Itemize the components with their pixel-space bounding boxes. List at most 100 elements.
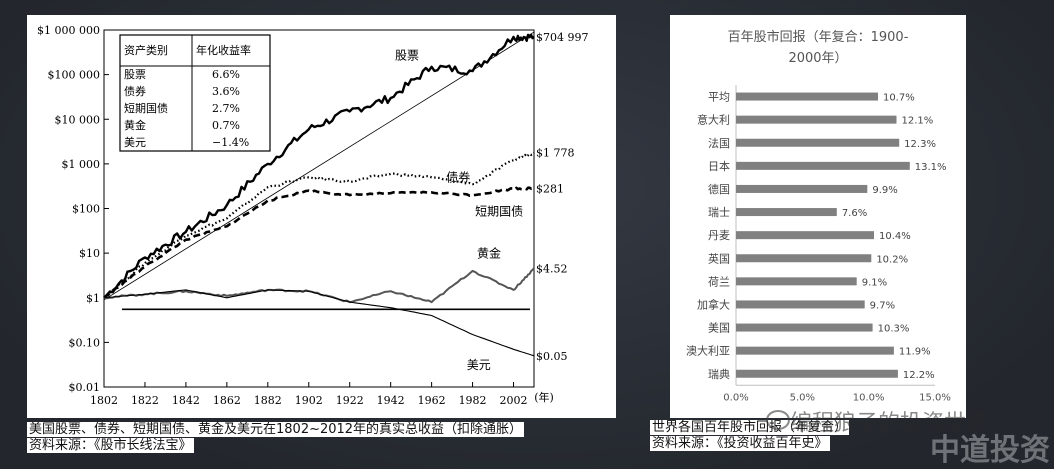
y-tick-label: $100 000 xyxy=(48,69,101,82)
y-tick-label: $100 xyxy=(72,203,100,216)
x-tick-label: 5.0% xyxy=(790,392,815,403)
bar-value-label: 12.1% xyxy=(902,116,934,127)
category-label: 美国 xyxy=(708,322,730,335)
bar xyxy=(736,300,865,309)
chart-title-line2: 2000年） xyxy=(788,51,847,66)
table-header-cell: 资产类别 xyxy=(124,43,168,57)
stocks-series-label: 股票 xyxy=(395,48,419,62)
x-axis-ticks: 1802 1822 1842 1862 1882 1902 1922 1942 1962 1982… xyxy=(90,382,554,407)
dollar-line xyxy=(103,289,535,357)
brand-watermark: 中道投资 xyxy=(930,433,1050,468)
table-header-cell: 年化收益率 xyxy=(196,43,251,57)
category-label: 意大利 xyxy=(697,113,730,127)
right-caption-line1: 世界各国百年股市回报（年复合） xyxy=(650,420,850,435)
category-label: 丹麦 xyxy=(708,229,730,242)
x-tick-label: 1822 xyxy=(131,394,159,407)
bar-value-label: 12.3% xyxy=(904,139,936,150)
dollar-end-value: $0.05 xyxy=(536,350,568,363)
category-label: 加拿大 xyxy=(697,297,730,311)
bar xyxy=(736,138,900,147)
x-tick-label: 2002 xyxy=(500,394,528,407)
wechat-icon xyxy=(766,410,790,430)
bar-value-label: 11.9% xyxy=(899,347,931,358)
x-tick-label: 1862 xyxy=(213,394,241,407)
y-tick-label: $1 000 000 xyxy=(37,24,100,37)
y-tick-label: $1 xyxy=(86,292,100,305)
y-tick-label: $1 000 xyxy=(62,158,101,171)
x-tick-label: 1902 xyxy=(295,394,323,407)
table-cell: 股票 xyxy=(124,68,146,81)
y-axis-ticks: $1 000 000 $100 000 $10 000 $1 000 $100 $10 $1… xyxy=(37,24,109,394)
bar-value-label: 10.7% xyxy=(883,93,915,104)
bar xyxy=(736,208,837,217)
category-label: 日本 xyxy=(708,159,730,173)
x-tick-label: 1982 xyxy=(459,394,487,407)
x-tick-label: 1882 xyxy=(254,394,282,407)
bar xyxy=(736,346,894,355)
century-returns-panel: 百年股市回报（年复合：1900- 2000年） 0.0% 5.0% 10.0% 15.… xyxy=(670,15,966,418)
table-cell: 黄金 xyxy=(124,118,146,132)
bonds-line xyxy=(103,151,535,299)
historical-returns-chart: $1 000 000 $100 000 $10 000 $1 000 $100 $10 $1… xyxy=(37,24,588,407)
bar xyxy=(736,92,878,101)
category-label: 德国 xyxy=(708,182,730,196)
bar xyxy=(736,184,868,193)
category-label: 法国 xyxy=(708,136,730,150)
table-cell: 短期国债 xyxy=(124,101,168,115)
table-cell: 6.6% xyxy=(212,68,240,81)
bar-value-label: 9.1% xyxy=(862,277,887,288)
y-tick-label: $10 xyxy=(79,247,100,260)
bills-line xyxy=(103,186,535,299)
right-caption: 世界各国百年股市回报（年复合） 资料来源：《投资收益百年史》 xyxy=(650,420,970,452)
chart-title-line1: 百年股市回报（年复合：1900- xyxy=(728,29,909,45)
gold-series-label: 黄金 xyxy=(477,245,501,260)
bonds-series-label: 债券 xyxy=(446,170,470,185)
bar xyxy=(736,161,910,170)
bar-value-label: 7.6% xyxy=(842,208,867,219)
bonds-end-value: $1 778 xyxy=(536,147,575,160)
table-cell: −1.4% xyxy=(212,136,249,149)
bar-value-label: 10.3% xyxy=(878,324,910,335)
x-tick-label: 1842 xyxy=(172,394,200,407)
x-tick-label: 0.0% xyxy=(723,392,748,403)
category-label: 瑞士 xyxy=(708,205,730,219)
gold-end-value: $4.52 xyxy=(536,263,568,276)
category-label: 瑞典 xyxy=(708,367,730,381)
bar xyxy=(736,115,897,124)
table-cell: 债券 xyxy=(124,84,146,98)
series-lines xyxy=(103,33,535,357)
y-tick-label: $10 000 xyxy=(55,113,101,126)
table-cell: 2.7% xyxy=(212,102,240,115)
stocks-trend-line xyxy=(103,31,535,301)
bills-end-value: $281 xyxy=(536,182,564,195)
bar-value-label: 10.4% xyxy=(879,231,911,242)
bar xyxy=(736,254,872,263)
bar-value-label: 9.9% xyxy=(872,185,897,196)
right-caption-line2: 资料来源：《投资收益百年史》 xyxy=(650,436,830,451)
category-label: 平均 xyxy=(708,91,730,104)
bills-series-label: 短期国债 xyxy=(475,204,523,218)
bar xyxy=(736,277,857,286)
x-axis-unit: (年) xyxy=(534,390,554,404)
y-tick-label: $0.01 xyxy=(69,381,101,394)
bar xyxy=(736,323,873,332)
bar xyxy=(736,369,898,378)
dollar-series-label: 美元 xyxy=(467,358,491,372)
century-returns-chart: 百年股市回报（年复合：1900- 2000年） 0.0% 5.0% 10.0% 15.… xyxy=(686,29,951,403)
category-label: 英国 xyxy=(708,251,730,265)
x-tick-label: 1942 xyxy=(377,394,405,407)
table-cell: 3.6% xyxy=(212,85,240,98)
bar-value-label: 12.2% xyxy=(903,370,935,381)
stocks-end-value: $704 997 xyxy=(536,31,589,44)
table-frame xyxy=(119,34,271,152)
bars: 平均 10.7% 意大利 12.1% 法国 12.3% 日本 13.1% 德国 9.9% 瑞士 7.6… xyxy=(686,91,947,381)
x-tick-label: 15.0% xyxy=(919,392,951,403)
bar-value-label: 9.7% xyxy=(870,300,895,311)
y-tick-label: $0.10 xyxy=(69,336,101,349)
left-caption-line1: 美国股票、债券、短期国债、黄金及美元在1802~2012年的真实总收益（扣除通胀… xyxy=(27,422,525,437)
x-tick-label: 1802 xyxy=(90,394,118,407)
x-tick-label: 10.0% xyxy=(853,392,885,403)
gold-line xyxy=(103,267,535,304)
